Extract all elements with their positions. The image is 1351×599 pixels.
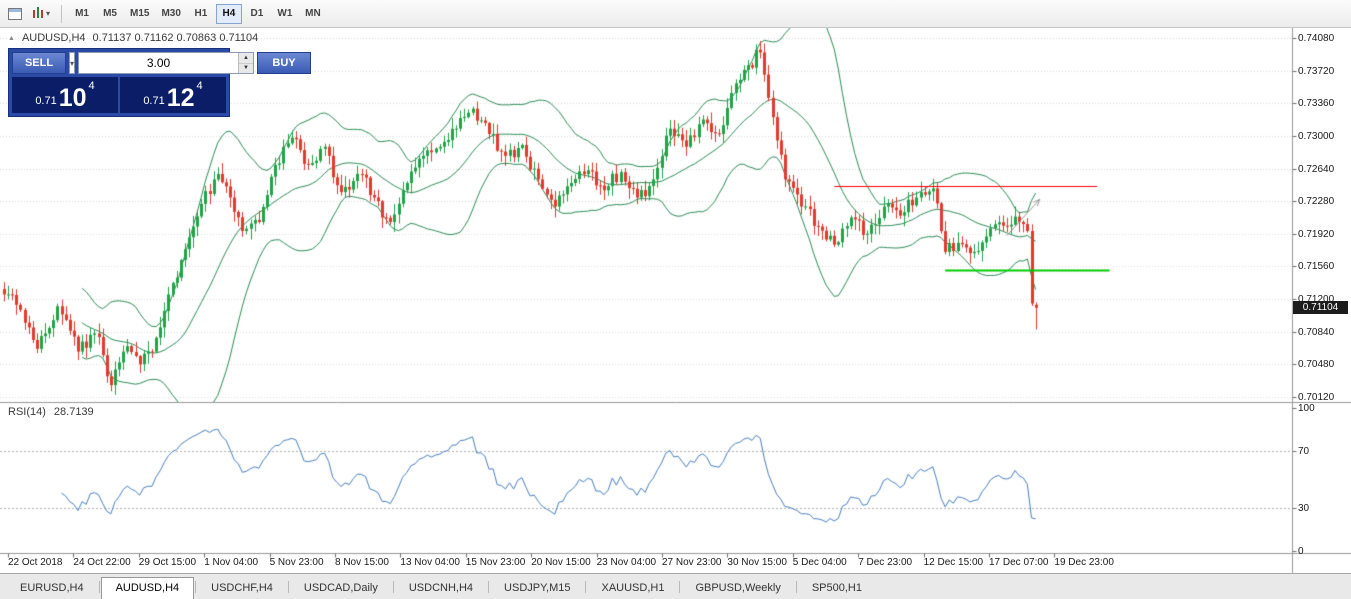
time-axis-label: 29 Oct 15:00 [138, 557, 197, 568]
sell-price-big: 10 [58, 83, 87, 112]
time-axis-label: 12 Dec 15:00 [923, 557, 984, 568]
price-axis-label: 0.71560 [1298, 261, 1335, 273]
tab-usdcnh-h4[interactable]: USDCNH,H4 [408, 582, 474, 594]
tab-separator [795, 581, 797, 593]
top-toolbar: ▾ M1 M5 M15 M30 H1 H4 D1 W1 MN [0, 0, 1351, 28]
tab-separator [488, 581, 490, 593]
price-axis-label: 0.73360 [1298, 98, 1335, 110]
timeframe-h1[interactable]: H1 [188, 4, 214, 24]
chart-canvas[interactable] [0, 28, 1351, 573]
buy-price-prefix: 0.71 [143, 95, 165, 107]
time-axis-label: 8 Nov 15:00 [335, 557, 389, 568]
time-axis-label: 22 Oct 2018 [8, 557, 63, 568]
rsi-axis-label: 70 [1298, 445, 1310, 457]
chart-header: ▲ AUDUSD,H4 0.71137 0.71162 0.70863 0.71… [8, 32, 258, 44]
rsi-axis-label: 30 [1298, 503, 1310, 515]
price-axis-label: 0.70120 [1298, 391, 1335, 403]
time-axis-label: 17 Dec 07:00 [989, 557, 1049, 568]
price-axis-label: 0.72640 [1298, 163, 1335, 175]
chevron-down-icon: ▾ [46, 9, 51, 18]
rsi-axis-label: 0 [1298, 546, 1304, 557]
buy-button[interactable]: BUY [257, 52, 312, 74]
tab-gbpusd-weekly[interactable]: GBPUSD,Weekly [695, 582, 781, 594]
time-axis-label: 27 Nov 23:00 [662, 557, 722, 568]
price-axis-label: 0.72280 [1298, 196, 1335, 208]
chevron-down-icon: ▾ [70, 58, 75, 68]
timeframe-d1[interactable]: D1 [244, 4, 270, 24]
sell-price-display[interactable]: 0.71 10 4 [12, 77, 118, 113]
sell-price-prefix: 0.71 [35, 95, 57, 107]
lot-increase-button[interactable]: ▲ [239, 53, 254, 64]
price-axis-label: 0.70480 [1298, 359, 1335, 371]
price-axis-label: 0.74080 [1298, 33, 1335, 44]
tab-separator [679, 581, 681, 593]
panel-resize-divider[interactable] [0, 399, 1292, 406]
tab-xauusd-h1[interactable]: XAUUSD,H1 [601, 582, 665, 594]
time-axis-label: 15 Nov 23:00 [465, 557, 526, 568]
timeframe-m30[interactable]: M30 [156, 4, 185, 24]
time-axis-label: 30 Nov 15:00 [727, 557, 787, 568]
time-axis-label: 23 Nov 04:00 [596, 557, 657, 568]
rsi-indicator-header: RSI(14) 28.7139 [8, 406, 94, 418]
timeframe-m1[interactable]: M1 [69, 4, 95, 24]
timeframe-w1[interactable]: W1 [272, 4, 298, 24]
toolbar-separator [61, 4, 63, 23]
tab-audusd-h4[interactable]: AUDUSD,H4 [100, 577, 195, 599]
price-axis-label: 0.73720 [1298, 65, 1335, 77]
chart-tab-bar: EURUSD,H4 AUDUSD,H4 USDCHF,H4 USDCAD,Daily U… [0, 573, 1351, 599]
order-type-dropdown[interactable]: ▾ [69, 52, 76, 74]
price-axis-label: 0.73000 [1298, 130, 1335, 142]
price-axis[interactable]: 0.74080 0.73720 0.73360 0.73000 0.72640 0.722… [1296, 28, 1351, 573]
time-axis-label: 13 Nov 04:00 [400, 557, 460, 568]
sell-button[interactable]: SELL [12, 52, 66, 74]
sell-price-pipette: 4 [88, 80, 95, 92]
timeframe-mn[interactable]: MN [300, 4, 326, 24]
tab-separator [287, 581, 289, 593]
tab-usdchf-h4[interactable]: USDCHF,H4 [211, 582, 273, 594]
current-price-badge: 0.71104 [1293, 301, 1348, 315]
chart-marker-icon: ▲ [8, 34, 15, 42]
chart-symbol: AUDUSD,H4 [21, 32, 86, 44]
candlestick-icon [32, 5, 44, 23]
tab-usdcad-daily[interactable]: USDCAD,Daily [303, 582, 378, 594]
tab-separator [585, 581, 587, 593]
chart-type-button[interactable]: ▾ [28, 2, 54, 26]
time-axis-label: 24 Oct 22:00 [73, 557, 131, 568]
time-axis[interactable]: 22 Oct 2018 24 Oct 22:00 29 Oct 15:00 1 Nov… [0, 557, 1292, 573]
rsi-indicator-value: 28.7139 [53, 406, 94, 418]
buy-price-big: 12 [166, 83, 195, 112]
tab-usdjpy-m15[interactable]: USDJPY,M15 [504, 582, 571, 594]
lot-decrease-button[interactable]: ▼ [239, 63, 254, 73]
timeframe-h4[interactable]: H4 [215, 3, 242, 24]
price-axis-label: 0.70840 [1298, 326, 1335, 338]
lot-size-input[interactable] [79, 53, 239, 73]
rsi-indicator-label: RSI(14) [8, 406, 46, 418]
lot-spinner: ▲ ▼ [238, 53, 254, 73]
chart-window-icon[interactable] [4, 5, 26, 23]
buy-price-display[interactable]: 0.71 12 4 [118, 77, 226, 113]
price-axis-label: 0.71920 [1298, 228, 1335, 240]
time-axis-label: 1 Nov 04:00 [204, 557, 259, 568]
tab-separator [98, 581, 100, 593]
tab-separator [195, 581, 197, 593]
tab-eurusd-h4[interactable]: EURUSD,H4 [20, 582, 84, 594]
time-axis-label: 7 Dec 23:00 [858, 557, 913, 568]
chart-ohlc: 0.71137 0.71162 0.70863 0.71104 [92, 32, 259, 44]
time-axis-label: 5 Nov 23:00 [269, 557, 324, 568]
timeframe-m5[interactable]: M5 [97, 4, 123, 24]
buy-price-pipette: 4 [196, 80, 203, 92]
time-axis-label: 20 Nov 15:00 [531, 557, 591, 568]
lot-size-field: ▲ ▼ [78, 52, 255, 74]
tab-separator [392, 581, 394, 593]
time-axis-label: 19 Dec 23:00 [1054, 557, 1114, 568]
timeframe-m15[interactable]: M15 [125, 4, 154, 24]
tab-sp500-h1[interactable]: SP500,H1 [811, 582, 862, 594]
one-click-trading-panel: SELL ▾ ▲ ▼ BUY 0.71 10 4 0.71 12 [8, 48, 312, 117]
chart-area: ▲ AUDUSD,H4 0.71137 0.71162 0.70863 0.71… [0, 28, 1351, 573]
time-axis-label: 5 Dec 04:00 [792, 557, 847, 568]
price-axis-label: 0.71200 [1298, 294, 1335, 306]
rsi-axis-label: 100 [1298, 403, 1315, 414]
